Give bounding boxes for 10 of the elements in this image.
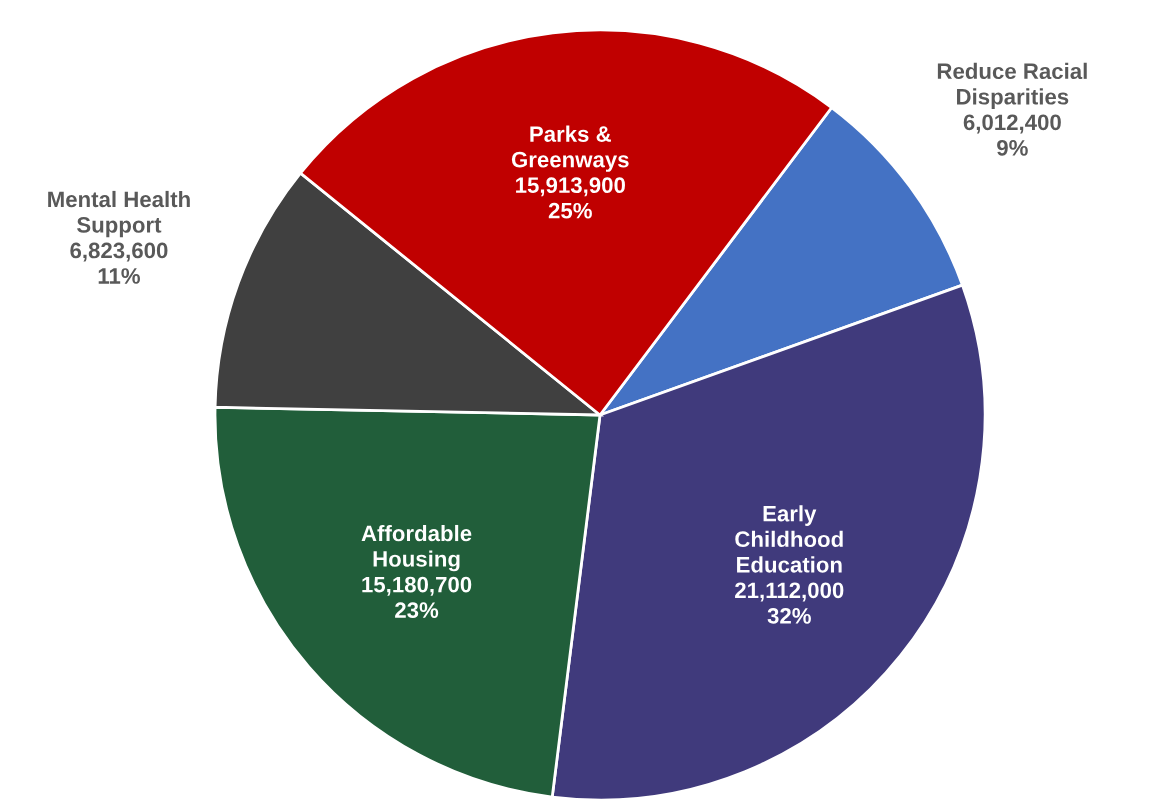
data-label: 15,180,700 23% bbox=[362, 576, 472, 619]
data-label: 15,913,900 25% bbox=[516, 177, 625, 219]
data-label: 6,823,600 11% bbox=[70, 242, 168, 284]
data-label: 6,012,400 9% bbox=[963, 114, 1061, 156]
slice-label: Reduce Racial Disparities bbox=[937, 62, 1087, 109]
slice-label: Parks & Greenways bbox=[511, 125, 629, 172]
slice-label: Affordable Housing bbox=[361, 524, 472, 572]
slice-label: Early Childhood Education bbox=[735, 505, 843, 573]
data-label: 21,112,000 32% bbox=[735, 582, 844, 624]
slice-label: Mental Health Support bbox=[48, 190, 190, 238]
